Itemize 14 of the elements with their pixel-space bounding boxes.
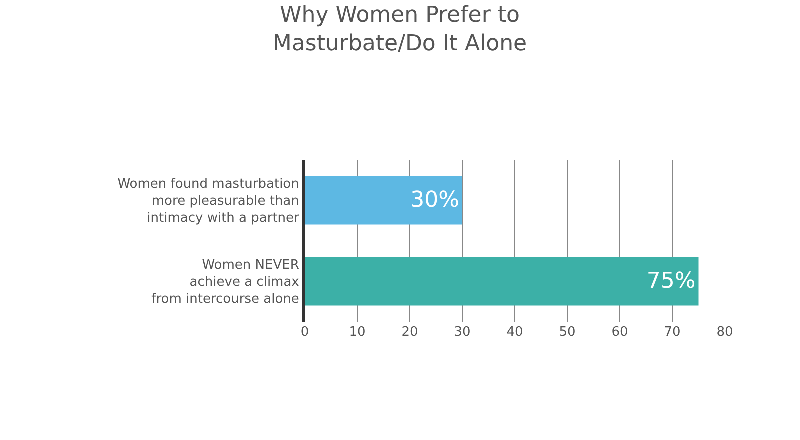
x-tick-label: 70 xyxy=(664,325,681,340)
x-tick-label: 30 xyxy=(454,325,471,340)
x-tick-label: 60 xyxy=(612,325,628,340)
chart-title: Why Women Prefer to Masturbate/Do It Alone xyxy=(272,3,528,57)
x-tick-label: 40 xyxy=(506,325,524,340)
y-tick-label: Women found masturbation more pleasurable than intimacy with a partner xyxy=(118,177,300,226)
x-tick-label: 50 xyxy=(559,325,576,340)
x-tick-label: 10 xyxy=(349,325,366,340)
x-tick-label: 20 xyxy=(402,325,418,340)
x-tick-label: 80 xyxy=(716,325,734,340)
data-label: 75% xyxy=(646,269,696,294)
data-label: 30% xyxy=(410,188,460,213)
y-tick-label: Women NEVER achieve a climax from intercourse alone xyxy=(152,258,300,307)
x-tick-label: 0 xyxy=(300,325,310,340)
